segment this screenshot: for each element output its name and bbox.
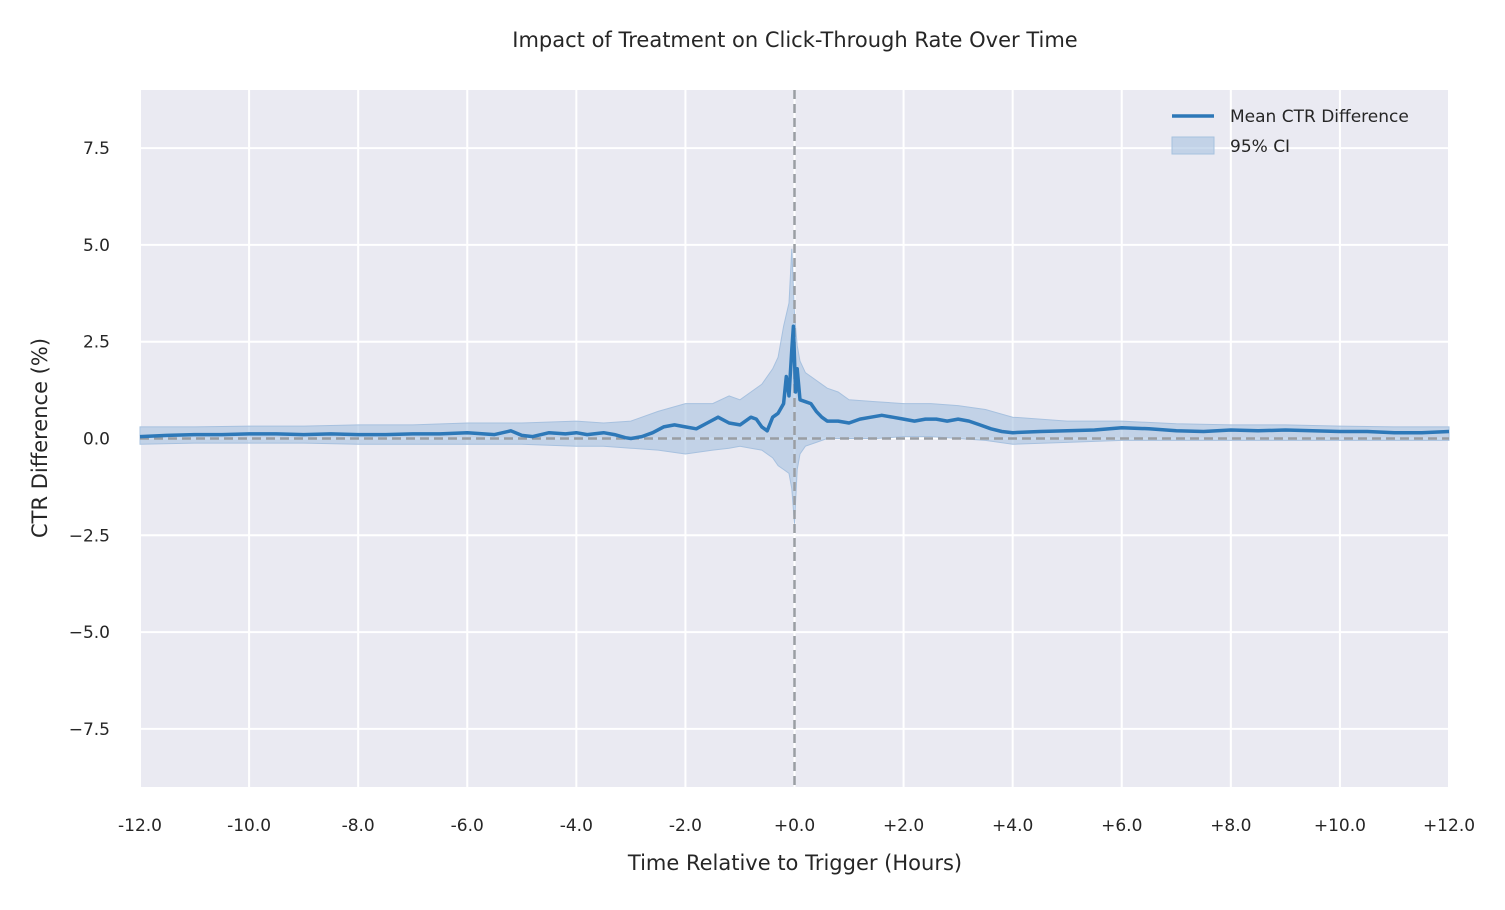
legend-label-ci: 95% CI <box>1230 137 1290 157</box>
y-tick-label: −7.5 <box>69 720 110 740</box>
chart-title: Impact of Treatment on Click-Through Rat… <box>512 28 1077 52</box>
x-tick-labels: -12.0 -10.0 -8.0 -6.0 -4.0 -2.0 +0.0 +2.0 +4.0 +6… <box>118 816 1475 836</box>
y-tick-label: 2.5 <box>83 333 110 353</box>
y-tick-label: 0.0 <box>83 430 110 450</box>
y-tick-label: −5.0 <box>69 623 110 643</box>
x-tick-label: +10.0 <box>1314 816 1366 836</box>
x-tick-label: +0.0 <box>774 816 815 836</box>
reference-lines <box>140 90 1449 787</box>
x-tick-label: -8.0 <box>342 816 375 836</box>
x-tick-label: +12.0 <box>1423 816 1475 836</box>
x-tick-label: -12.0 <box>118 816 162 836</box>
y-tick-label: −2.5 <box>69 526 110 546</box>
x-tick-label: +6.0 <box>1101 816 1142 836</box>
x-tick-label: -10.0 <box>227 816 271 836</box>
x-tick-label: -6.0 <box>451 816 484 836</box>
x-tick-label: -4.0 <box>560 816 593 836</box>
y-tick-label: 5.0 <box>83 236 110 256</box>
x-axis-label: Time Relative to Trigger (Hours) <box>627 851 962 875</box>
x-tick-label: +8.0 <box>1210 816 1251 836</box>
x-tick-label: +2.0 <box>883 816 924 836</box>
x-tick-label: +4.0 <box>992 816 1033 836</box>
mean-ctr-line <box>139 324 1450 441</box>
x-tick-label: -2.0 <box>669 816 702 836</box>
y-tick-labels: −7.5 −5.0 −2.5 0.0 2.5 5.0 7.5 <box>69 139 110 740</box>
legend-band-swatch <box>1171 136 1215 155</box>
legend: Mean CTR Difference 95% CI <box>1171 107 1409 157</box>
series-line-layer <box>139 324 1450 441</box>
y-tick-label: 7.5 <box>83 139 110 159</box>
y-axis-label: CTR Difference (%) <box>28 338 52 538</box>
legend-label-mean: Mean CTR Difference <box>1230 107 1409 127</box>
